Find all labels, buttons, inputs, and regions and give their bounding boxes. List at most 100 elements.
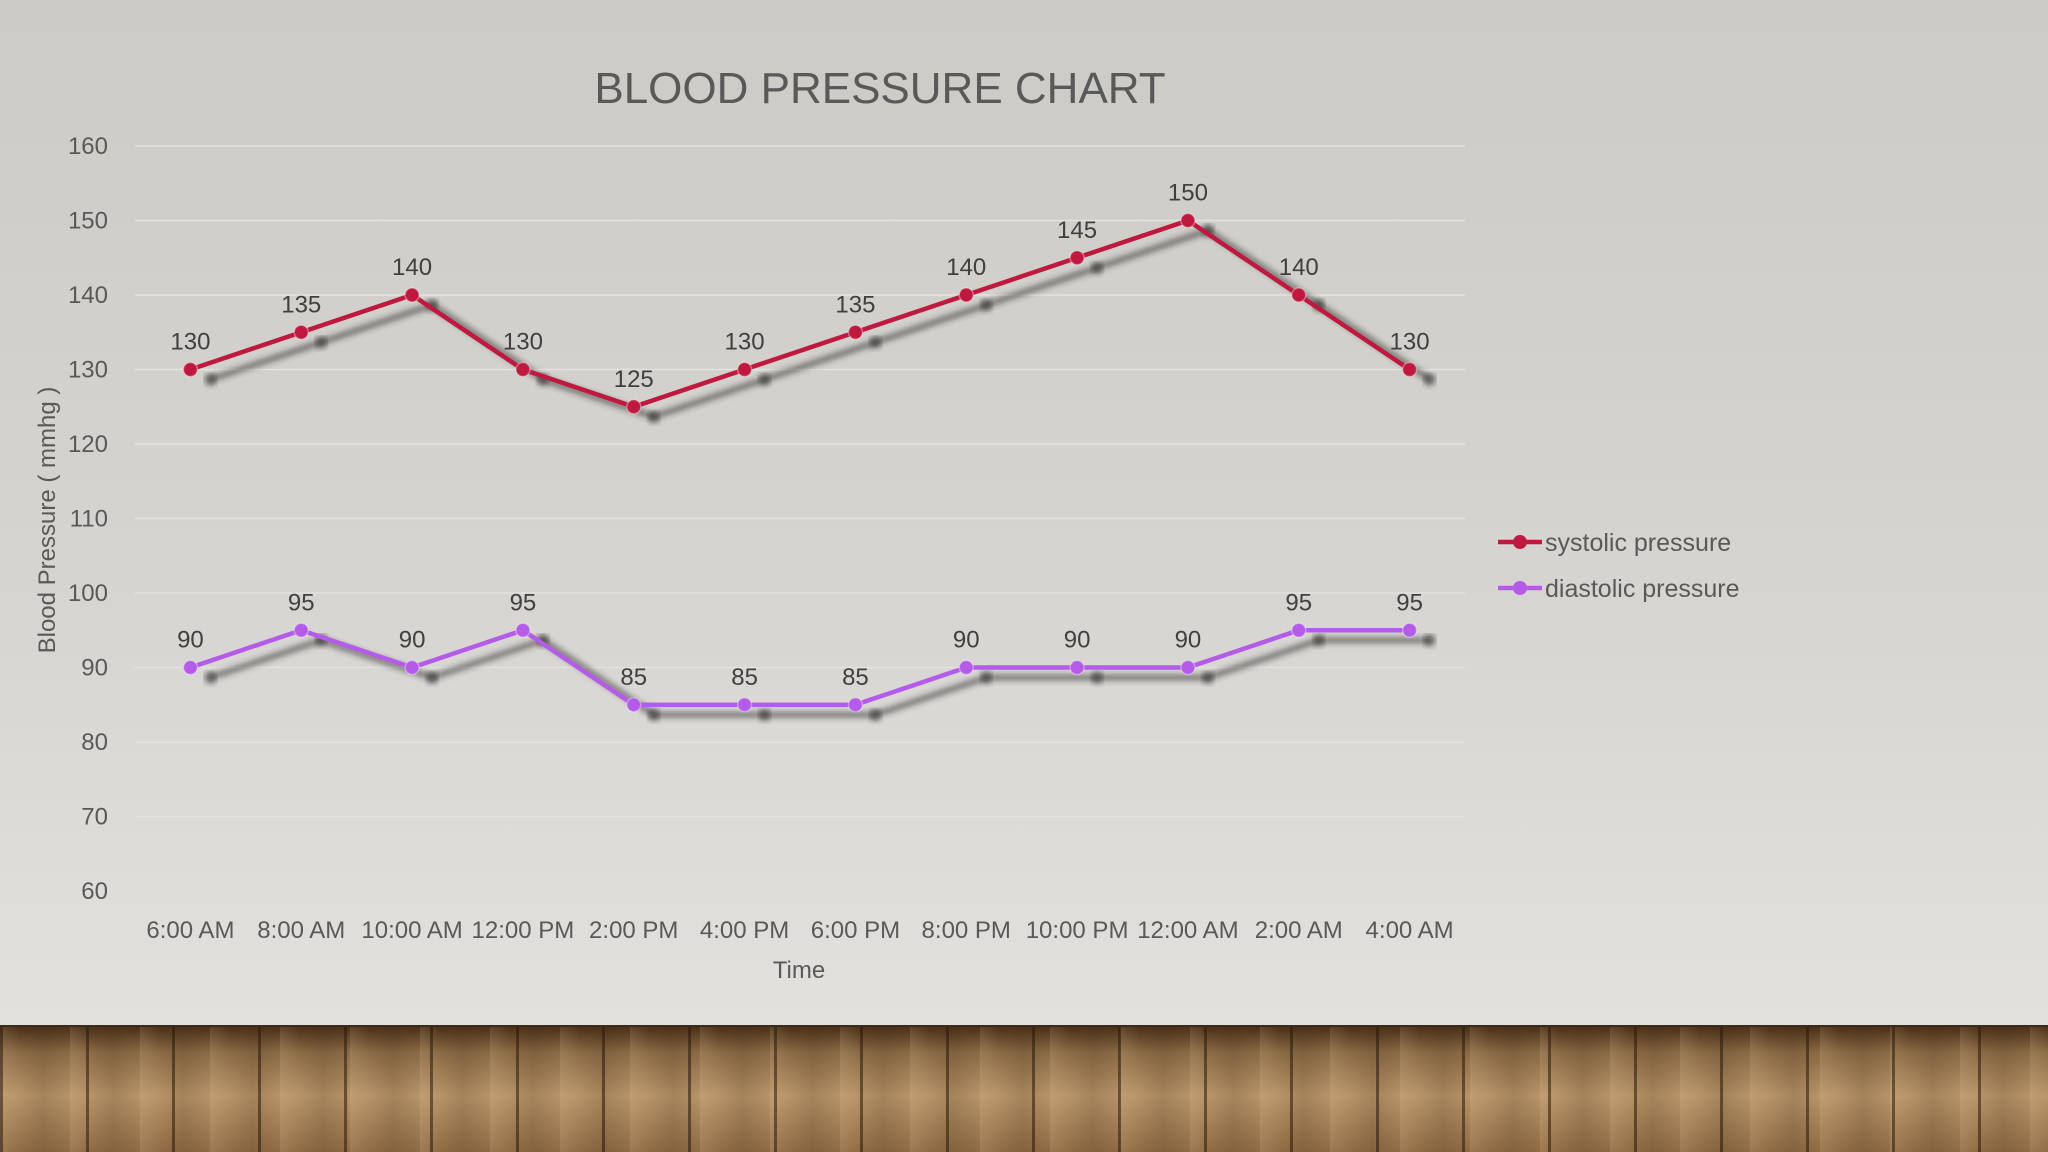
x-tick-label: 12:00 PM [472,917,575,944]
data-label: 90 [399,627,426,654]
legend-label: diastolic pressure [1545,575,1740,603]
x-tick-label: 2:00 AM [1255,917,1343,944]
data-point [1291,287,1307,303]
data-point [958,287,974,303]
series-line-shadow [209,227,1432,420]
data-label: 140 [392,254,432,281]
data-point [736,697,753,713]
series-lines [182,212,1418,713]
data-point [182,659,199,676]
x-tick-label: 8:00 AM [257,917,345,944]
marker-shadow [647,410,660,423]
legend-swatch-marker [1513,581,1527,595]
data-point [626,399,642,415]
data-label: 85 [620,664,647,691]
marker-shadow [204,373,217,386]
data-label: 90 [177,627,204,654]
y-tick-label: 110 [70,506,108,533]
data-label: 145 [1057,217,1097,244]
y-tick-label: 130 [68,357,108,384]
data-point [1401,361,1418,378]
marker-shadow [869,708,882,721]
marker-shadow [1091,671,1104,684]
legend-label: systolic pressure [1545,529,1731,557]
marker-shadow [1201,671,1214,684]
marker-shadow [980,671,993,684]
y-tick-label: 160 [68,133,108,160]
x-tick-label: 2:00 PM [589,917,678,944]
wooden-floor [0,1027,2048,1152]
marker-shadow [647,708,660,721]
y-tick-label: 90 [81,655,108,682]
marker-shadow [1423,373,1436,386]
marker-shadow [426,671,439,684]
data-label: 130 [725,329,765,356]
x-axis-ticks: 6:00 AM 8:00 AM 10:00 AM 12:00 PM 2:00 PM 4:0… [146,917,1453,944]
data-label: 140 [946,254,986,281]
marker-shadow [1091,261,1104,274]
data-point [293,622,309,638]
data-point [958,659,974,676]
data-point [182,361,199,378]
marker-shadow [980,299,993,311]
x-tick-label: 4:00 AM [1366,917,1454,944]
data-point [1180,212,1196,229]
legend-swatch-marker [1513,535,1527,549]
data-point [847,324,864,340]
x-tick-label: 6:00 AM [146,917,234,944]
y-tick-label: 120 [68,431,108,458]
marker-shadow [315,336,328,349]
y-tick-label: 60 [81,878,108,905]
data-point [1291,622,1307,638]
marker-shadow [1312,634,1325,647]
y-tick-label: 70 [81,804,108,831]
marker-shadow [1423,634,1436,647]
data-point [515,361,531,378]
marker-shadow [758,373,771,386]
series-line-diastolic [189,628,1410,707]
data-labels: 130 135 140 130 125 130 135 140 145 150 140 130 90 95… [170,180,1429,691]
data-label: 140 [1279,254,1319,281]
data-point [1069,659,1085,676]
data-label: 125 [614,366,654,393]
data-point [404,287,420,303]
data-label: 95 [288,589,315,616]
x-axis-label: Time [773,957,825,984]
x-tick-label: 10:00 PM [1026,917,1129,944]
data-point [1069,250,1085,266]
data-label: 90 [953,627,980,654]
marker-shadow [758,708,771,721]
x-tick-label: 12:00 AM [1137,917,1238,944]
x-tick-label: 8:00 PM [922,917,1011,944]
data-point [404,659,420,676]
series-line-systolic [189,218,1411,409]
marker-shadow [869,336,882,349]
data-label: 130 [503,329,543,356]
y-tick-label: 140 [68,282,108,309]
y-axis-ticks: 60 70 80 90 100 110 120 130 140 150 160 [68,133,108,905]
data-label: 150 [1168,180,1208,207]
data-point [293,324,309,340]
data-point [847,697,864,713]
x-tick-label: 4:00 PM [700,917,789,944]
y-axis-label: Blood Pressure ( mmhg ) [34,387,61,654]
data-point [1180,659,1196,676]
data-label: 85 [842,664,869,691]
data-point [1401,622,1418,638]
data-label: 130 [1390,329,1430,356]
x-tick-label: 10:00 AM [361,917,462,944]
y-tick-label: 100 [68,580,108,607]
data-label: 135 [835,291,875,318]
data-point [736,361,753,378]
data-label: 95 [510,589,537,616]
data-label: 135 [281,291,321,318]
data-label: 85 [731,664,758,691]
y-tick-label: 150 [68,208,108,235]
data-point [515,622,531,638]
data-label: 95 [1285,589,1312,616]
marker-shadow [204,671,217,684]
data-label: 95 [1396,589,1423,616]
chart-title: BLOOD PRESSURE CHART [594,64,1165,113]
data-point [626,697,642,713]
